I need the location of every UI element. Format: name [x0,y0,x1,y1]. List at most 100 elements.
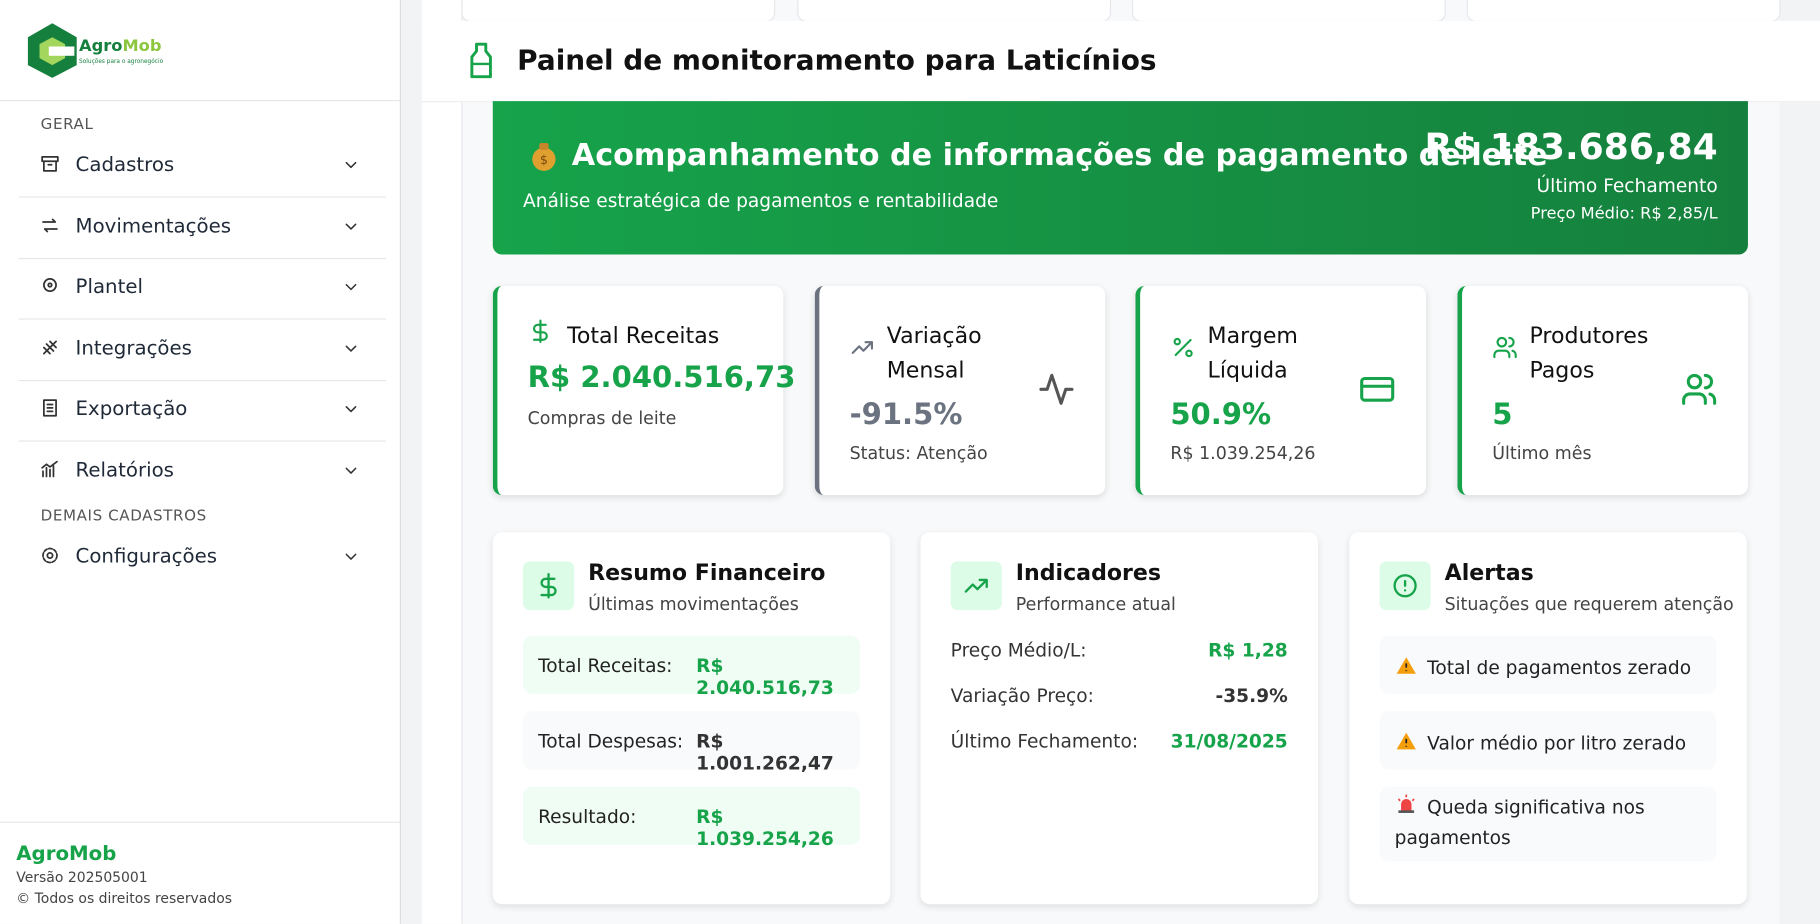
menu-icon [40,397,61,423]
card-value: R$ 2.040.516,73 [527,360,796,394]
row-label: Total Receitas: [538,654,673,677]
icon [1682,373,1717,405]
banner-average: Preço Médio: R$ 2,85/L [1530,204,1718,224]
menu-item[interactable]: Configurações [19,528,386,588]
icon [1393,574,1417,598]
icon [1173,337,1193,358]
panel-subtitle: Situações que requerem atenção [1444,593,1734,615]
panel-title: Alertas [1444,560,1534,586]
banner-title: Acompanhamento de informações de pagamen… [571,138,1548,174]
card-side-icon [1359,371,1396,413]
menu-item[interactable]: Plantel [18,258,386,320]
panel-icon-box [950,561,1002,611]
stat-card: Produtores Pagos 5 Último mês [1457,285,1748,496]
chevron [342,217,361,240]
card-icon [1492,335,1518,365]
tab[interactable] [461,0,776,23]
banner-amount-label: Último Fechamento [1536,174,1718,197]
row-value: R$ 1,28 [1208,639,1288,662]
icon [42,547,58,564]
tab[interactable] [1131,0,1446,23]
icon [43,278,57,293]
banner: $ Acompanhamento de informações de pagam… [492,101,1748,255]
card-title: Total Receitas [567,323,720,349]
header [421,20,1820,103]
icon [345,222,357,230]
row-label: Resultado: [538,805,637,828]
section-title: GERAL [40,116,94,134]
icon [851,341,874,354]
menu-item[interactable]: Cadastros [18,136,386,198]
card-note: Compras de leite [527,407,677,429]
menu-label: Movimentações [75,214,232,238]
bottle-icon [470,42,492,79]
card-value: 5 [1492,397,1513,432]
sidebar: AgroMob Soluções para o agronegócio GERA… [0,0,401,924]
banner-subtitle: Análise estratégica de pagamentos e rent… [522,189,999,212]
divider [0,99,400,102]
tab[interactable] [1466,0,1781,23]
alert-icon [1396,794,1417,820]
panel-icon-box [522,561,575,611]
icon [532,319,548,343]
alert-icon [1396,655,1417,681]
icon [1493,336,1517,359]
chevron [342,400,361,423]
footer-rights: © Todos os direitos reservados [16,890,233,907]
chevron [342,278,361,301]
menu-icon [40,153,61,179]
siren-icon [1397,794,1415,813]
card-note: R$ 1.039.254,26 [1170,442,1316,464]
menu-icon [40,336,61,362]
menu-item[interactable]: Movimentações [18,197,386,259]
divider [0,821,400,823]
chevron [342,461,361,484]
chevron [342,547,361,570]
panel-subtitle: Performance atual [1015,593,1176,615]
chevron [342,156,361,179]
footer-version: Versão 202505001 [16,869,148,886]
card-title: Margem Líquida [1207,323,1298,384]
banner-amount: R$ 183.686,84 [1424,126,1718,169]
menu-icon [40,275,61,301]
row-value: R$ 1.001.262,47 [696,729,834,775]
alert-row: Valor médio por litro zerado [1379,711,1717,770]
card-note: Último mês [1492,442,1592,464]
menu-item[interactable]: Relatórios [19,441,386,501]
icon [540,572,557,599]
icon [43,399,57,417]
panel-title: Indicadores [1015,560,1162,586]
page-title: Painel de monitoramento para Laticínios [517,44,1157,77]
menu-icon [40,214,61,240]
menu-item[interactable]: Integrações [18,319,386,381]
warning-icon [1396,732,1416,750]
menu-item[interactable]: Exportação [18,380,386,442]
stat-card: Margem Líquida 50.9% R$ 1.039.254,26 [1135,285,1427,496]
card-title: Produtores Pagos [1529,323,1649,384]
summary-row: Resultado: R$ 1.039.254,26 [522,786,861,850]
row-value: R$ 1.039.254,26 [696,805,834,850]
row-label: Último Fechamento: [950,729,1139,752]
alert-text: Total de pagamentos zerado [1427,656,1692,679]
icon [345,405,357,413]
card-title: Variação Mensal [886,323,982,384]
row-label: Preço Médio/L: [950,639,1087,662]
panel: Indicadores Performance atual Preço Médio/… [920,532,1318,905]
menu-icon [40,458,61,484]
card-icon [528,318,554,348]
icon [42,217,58,232]
summary-row: Total Despesas: R$ 1.001.262,47 [522,711,861,774]
panel: Resumo Financeiro Últimas movimentações To… [492,532,891,905]
section-title: DEMAIS CADASTROS [40,507,207,526]
summary-row: Total Receitas: R$ 2.040.516,73 [522,635,861,698]
card-value: 50.9% [1170,397,1272,432]
card-note: Status: Atenção [849,442,988,464]
card-value: -91.5% [849,397,963,432]
row-label: Variação Preço: [950,684,1094,707]
money-bag-icon: $ [532,142,556,171]
alert-text: Valor médio por litro zerado [1427,732,1687,755]
footer-brand: AgroMob [16,842,117,866]
menu-label: Relatórios [75,458,174,482]
tab[interactable] [797,0,1112,23]
